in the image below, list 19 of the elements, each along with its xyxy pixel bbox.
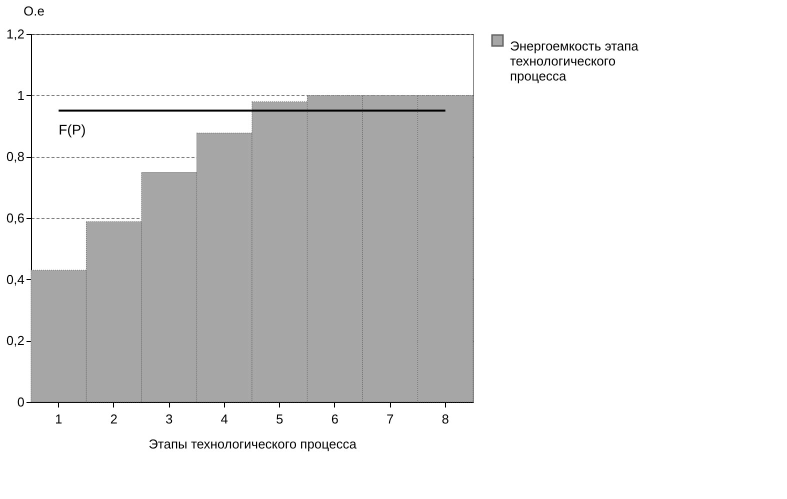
x-tick-label: 7 [386,412,394,426]
y-tick-label: 1,2 [6,26,24,42]
y-axis-title: O.e [24,4,44,18]
x-tick-label: 1 [55,412,62,426]
legend-label: Энергоемкость этапа технологического процесса [510,38,640,84]
y-tick-label: 0 [17,394,24,410]
y-tick-label: 1 [17,88,24,103]
y-tick-label: 0,4 [6,272,24,287]
x-tick-label: 4 [220,412,228,426]
x-tick-label: 5 [276,412,284,426]
y-tick-label: 0,8 [6,149,24,164]
x-tick-label: 2 [110,412,118,426]
x-axis-title: Этапы технологического процесса [148,436,358,452]
y-tick-label: 0,6 [6,210,24,226]
x-tick-label: 3 [166,412,173,426]
x-tick-label: 6 [331,412,338,426]
series-label: F(P) [58,122,86,138]
x-tick-label: 8 [442,412,449,426]
y-tick-label: 0,2 [6,333,24,348]
